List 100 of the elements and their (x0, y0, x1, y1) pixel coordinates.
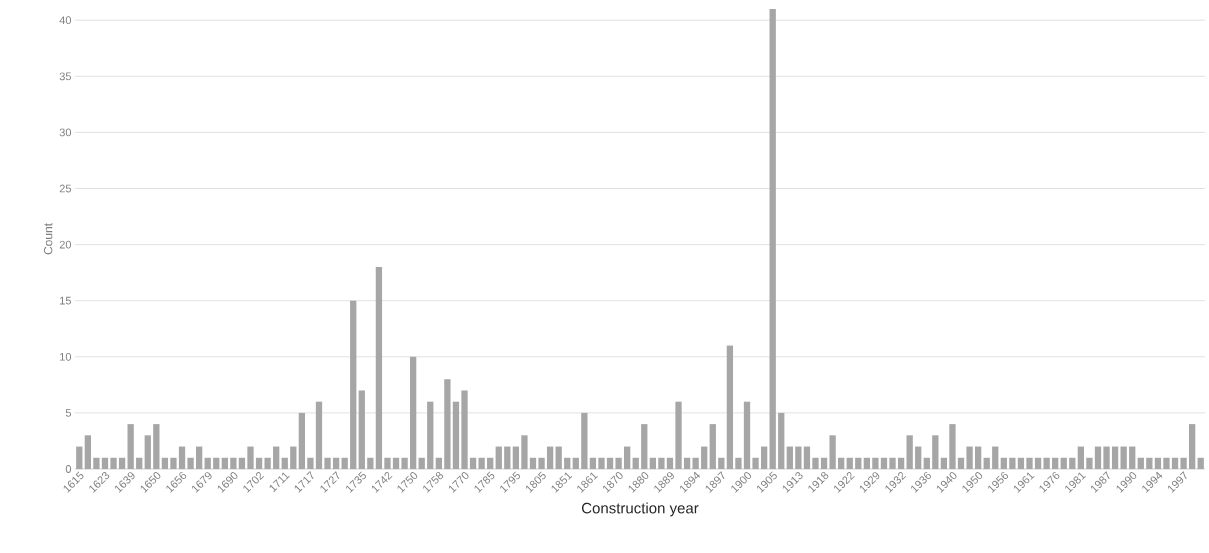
bar (820, 457, 828, 469)
bar (1043, 457, 1050, 469)
y-tick-label: 10 (60, 352, 72, 361)
bar (529, 457, 537, 469)
x-axis-title: Construction year (581, 502, 699, 517)
bar (324, 457, 331, 469)
bar (1137, 457, 1144, 469)
bar (187, 457, 194, 469)
bar (1146, 457, 1153, 469)
bar (589, 457, 597, 469)
bar (1180, 457, 1187, 469)
bar (469, 457, 477, 469)
bar (1111, 446, 1119, 469)
bar (1052, 457, 1059, 469)
bar (1103, 446, 1110, 469)
bar (726, 345, 734, 469)
bar (1120, 446, 1127, 469)
bar (161, 457, 169, 469)
bar (281, 457, 288, 469)
bar (1077, 446, 1085, 469)
bar (803, 446, 811, 469)
bar (521, 435, 528, 469)
bar (76, 446, 83, 469)
bar (341, 457, 348, 469)
bar (786, 446, 793, 469)
bar (940, 457, 948, 469)
bar (512, 446, 520, 469)
bar (897, 457, 905, 469)
bar (915, 446, 922, 469)
bar (435, 457, 442, 469)
bar (230, 457, 237, 469)
bar (136, 457, 143, 469)
bar (504, 446, 511, 469)
bar (974, 446, 982, 469)
bar (838, 457, 845, 469)
bar (829, 435, 836, 469)
bar (127, 424, 134, 469)
bar (992, 446, 999, 469)
bar (375, 267, 383, 469)
y-axis-title: Count (43, 223, 53, 255)
bar (649, 457, 656, 469)
bar (418, 457, 425, 469)
bar (615, 457, 622, 469)
bar (255, 457, 263, 469)
bar (769, 8, 776, 469)
bar (581, 412, 588, 469)
bar (478, 457, 485, 469)
bar (675, 401, 682, 469)
bar (546, 446, 554, 469)
bar (983, 457, 990, 469)
bar (1017, 457, 1025, 469)
bar (1197, 457, 1204, 469)
bar (1129, 446, 1136, 469)
bar (1026, 457, 1033, 469)
y-tick-label: 15 (60, 296, 72, 305)
bar (658, 457, 665, 469)
bar (641, 424, 648, 469)
bar (632, 457, 639, 469)
bar (495, 446, 502, 469)
bar (1171, 457, 1179, 469)
bar (598, 457, 605, 469)
bar (760, 446, 768, 469)
bar (606, 457, 614, 469)
bar (1069, 457, 1076, 469)
bar (204, 457, 211, 469)
bar (624, 446, 631, 469)
bar (84, 435, 91, 469)
bar (855, 457, 862, 469)
bar (401, 457, 408, 469)
bar (487, 457, 494, 469)
bar (957, 457, 965, 469)
bar (392, 457, 400, 469)
bar (889, 457, 896, 469)
bar (315, 401, 323, 469)
bar (264, 457, 271, 469)
bar (110, 457, 117, 469)
bar (170, 457, 177, 469)
bar (538, 457, 545, 469)
bar (718, 457, 725, 469)
y-tick-label: 40 (59, 16, 72, 25)
bar (195, 446, 203, 469)
bar (247, 446, 254, 469)
bar (1009, 457, 1016, 469)
y-tick-label: 0 (65, 465, 72, 473)
bar (444, 379, 451, 469)
bar (692, 457, 699, 469)
bar (735, 457, 742, 469)
y-tick-label: 5 (65, 409, 72, 417)
bar (384, 457, 391, 469)
bar (812, 457, 819, 469)
bar (683, 457, 691, 469)
bar (1086, 457, 1093, 469)
bar (358, 390, 365, 469)
bar (290, 446, 297, 469)
bar (949, 424, 956, 469)
bar (1094, 446, 1102, 469)
bar (564, 457, 571, 469)
bar (1000, 457, 1007, 469)
y-tick-label: 25 (59, 184, 72, 193)
bar (93, 457, 100, 469)
